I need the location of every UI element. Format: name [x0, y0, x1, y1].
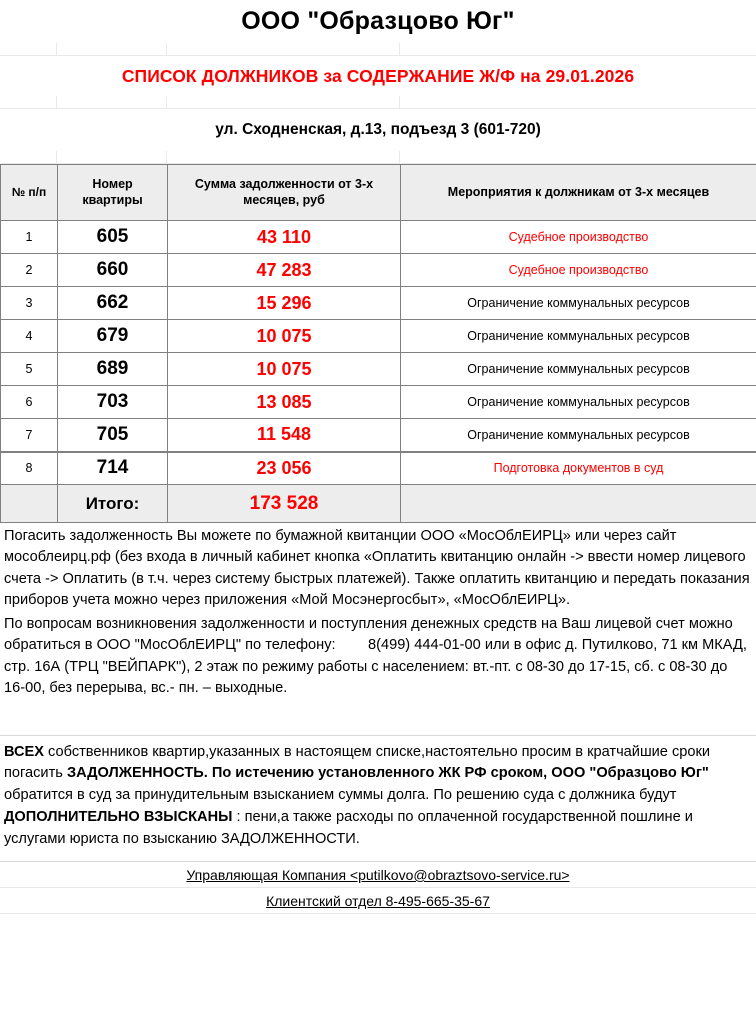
contacts-text-lead: По вопросам возникновения задолженности …: [4, 615, 733, 654]
paragraph-payment-methods: Погасить задолженность Вы можете по бума…: [4, 528, 750, 609]
cell-debt-amount: 47 283: [167, 253, 401, 287]
cell-flat-number: 662: [57, 286, 168, 320]
cell-flat-number: 660: [57, 253, 168, 287]
contacts-phone: 8(499) 444-01-00: [367, 637, 481, 654]
grid-cell: [57, 43, 167, 55]
grid-cell: [167, 151, 400, 163]
footer-phone-line: Клиентский отдел 8-495-665-35-67: [0, 888, 756, 914]
footer-email-text[interactable]: Управляющая Компания <putilkovo@obraztso…: [186, 866, 570, 883]
paragraph-contacts: По вопросам возникновения задолженности …: [4, 614, 750, 700]
table-row: 5 689 10 075 Ограничение коммунальных ресур…: [0, 352, 756, 386]
cell-debt-amount: 15 296: [167, 286, 401, 320]
address-subtitle: ул. Сходненская, д.13, подъезд 3 (601-72…: [215, 121, 541, 138]
column-header-index: № п/п: [0, 164, 58, 221]
cell-index: 3: [0, 286, 58, 320]
grid-cell: [0, 96, 57, 108]
column-header-flat: Номер квартиры: [57, 164, 168, 221]
table-row: 4 679 10 075 Ограничение коммунальных ресур…: [0, 319, 756, 353]
cell-index: 7: [0, 418, 58, 452]
footer-email-line: Управляющая Компания <putilkovo@obraztso…: [0, 862, 756, 888]
paragraph-legal-warning: ВСЕХ собственников квартир,указанных в н…: [4, 742, 750, 851]
company-title: ООО "Образцово Юг": [241, 7, 515, 35]
warning-text-2: обратится в суд за принудительным взыска…: [4, 787, 677, 804]
grid-cell: [57, 96, 167, 108]
grid-spacer-row: [0, 43, 756, 56]
grid-cell: [400, 43, 756, 55]
grid-cell: [167, 43, 400, 55]
footer-phone-text[interactable]: Клиентский отдел 8-495-665-35-67: [266, 892, 490, 909]
cell-debt-amount: 11 548: [167, 418, 401, 452]
cell-index: 5: [0, 352, 58, 386]
total-row: Итого: 173 528: [0, 484, 756, 523]
payment-instructions-block: Погасить задолженность Вы можете по бума…: [0, 523, 756, 700]
warning-emphasis-all: ВСЕХ: [4, 743, 44, 760]
warning-emphasis-term: По истечению установленного ЖК РФ сроком…: [207, 765, 709, 782]
cell-action: Ограничение коммунальных ресурсов: [400, 319, 756, 353]
contacts-text-tail: или в офис д. Путилково, 71 км МКАД, стр…: [4, 637, 747, 697]
cell-index: 1: [0, 220, 58, 254]
column-header-amount: Сумма задолженности от 3-х месяцев, руб: [167, 164, 401, 221]
cell-action: Судебное производство: [400, 220, 756, 254]
table-footer: Итого: 173 528: [0, 484, 756, 523]
footer-block: Управляющая Компания <putilkovo@obraztso…: [0, 860, 756, 914]
warning-emphasis-extra: ДОПОЛНИТЕЛЬНО ВЗЫСКАНЫ: [4, 809, 233, 826]
debtors-table: № п/п Номер квартиры Сумма задолженности…: [0, 164, 756, 523]
cell-flat-number: 714: [57, 450, 168, 485]
legal-warning-block: ВСЕХ собственников квартир,указанных в н…: [0, 736, 756, 851]
cell-flat-number: 689: [57, 352, 168, 386]
cell-action: Ограничение коммунальных ресурсов: [400, 286, 756, 320]
table-row: 7 705 11 548 Ограничение коммунальных ресур…: [0, 418, 756, 452]
cell-index: 2: [0, 253, 58, 287]
cell-debt-amount: 10 075: [167, 319, 401, 353]
cell-flat-number: 679: [57, 319, 168, 353]
table-body: 1 605 43 110 Судебное производство 2 660 47 28…: [0, 220, 756, 485]
table-row: 8 714 23 056 Подготовка документов в суд: [0, 450, 756, 485]
cell-debt-amount: 13 085: [167, 385, 401, 419]
total-label: Итого:: [57, 484, 168, 523]
grid-cell: [400, 96, 756, 108]
cell-action: Ограничение коммунальных ресурсов: [400, 385, 756, 419]
headline-title: СПИСОК ДОЛЖНИКОВ за СОДЕРЖАНИЕ Ж/Ф на 29…: [121, 65, 635, 86]
cell-action: Ограничение коммунальных ресурсов: [400, 352, 756, 386]
cell-flat-number: 605: [57, 220, 168, 254]
cell-index: 6: [0, 385, 58, 419]
total-value: 173 528: [167, 484, 401, 523]
cell-debt-amount: 43 110: [167, 220, 401, 254]
grid-spacer-row: [0, 96, 756, 109]
cell-flat-number: 703: [57, 385, 168, 419]
total-empty-cell-right: [400, 484, 756, 523]
warning-text-3: : пени,а также расходы по оплаченной гос…: [4, 809, 693, 848]
total-empty-cell: [0, 484, 58, 523]
cell-action: Судебное производство: [400, 253, 756, 287]
grid-cell: [167, 96, 400, 108]
cell-index: 4: [0, 319, 58, 353]
grid-cell: [0, 43, 57, 55]
grid-spacer-row: [0, 151, 756, 164]
table-row: 6 703 13 085 Ограничение коммунальных ресур…: [0, 385, 756, 419]
table-header-row: № п/п Номер квартиры Сумма задолженности…: [0, 164, 756, 221]
grid-cell: [57, 151, 167, 163]
cell-index: 8: [0, 450, 58, 485]
cell-debt-amount: 23 056: [167, 450, 401, 485]
grid-cell: [0, 151, 57, 163]
column-header-action: Мероприятия к должникам от 3-х месяцев: [400, 164, 756, 221]
footer-spacer: [0, 851, 756, 861]
contacts-spacer: [336, 637, 368, 653]
section-divider: [0, 700, 756, 736]
warning-text-1: собственников квартир,указанных в настоя…: [4, 743, 711, 782]
cell-debt-amount: 10 075: [167, 352, 401, 386]
grid-cell: [400, 151, 756, 163]
table-row: 3 662 15 296 Ограничение коммунальных ресур…: [0, 286, 756, 320]
cell-flat-number: 705: [57, 418, 168, 452]
cell-action: Ограничение коммунальных ресурсов: [400, 418, 756, 452]
cell-action: Подготовка документов в суд: [400, 450, 756, 485]
table-row: 1 605 43 110 Судебное производство: [0, 220, 756, 254]
warning-emphasis-debt: ЗАДОЛЖЕННОСТЬ.: [66, 765, 208, 782]
table-row: 2 660 47 283 Судебное производство: [0, 253, 756, 287]
